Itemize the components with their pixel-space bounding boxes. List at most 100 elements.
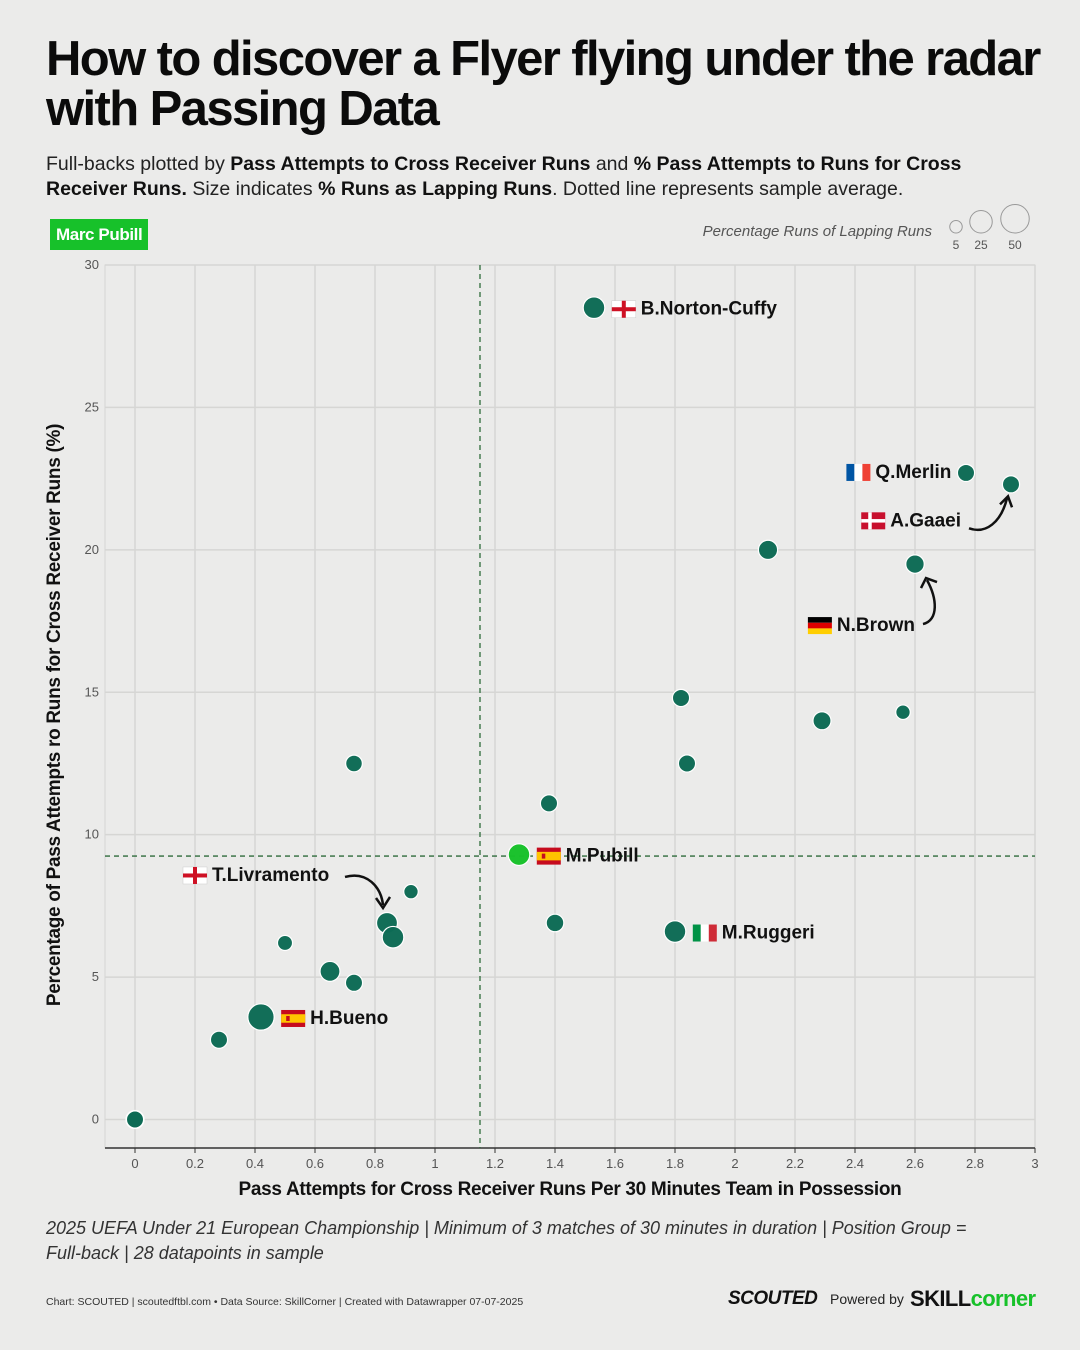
y-tick-label: 0 xyxy=(92,1112,99,1127)
subtitle-bold: % Runs as Lapping Runs xyxy=(318,178,553,200)
highlight-point xyxy=(507,843,531,867)
data-point xyxy=(381,925,405,949)
data-point xyxy=(757,539,779,561)
size-legend-label: 5 xyxy=(952,238,960,252)
source-credit: Chart: SCOUTED | scoutedftbl.com • Data … xyxy=(46,1296,524,1308)
axis-ticks: 0 0.2 0.4 0.6 0.8 1 1.2 1.4 1.6 1.8 2 2.2 2.4 2.6 2.8 3… xyxy=(85,257,1039,1171)
subtitle-part: and xyxy=(590,153,634,175)
y-tick-label: 20 xyxy=(85,542,99,557)
data-point xyxy=(276,934,294,952)
callout-arrow xyxy=(922,579,936,626)
player-label: T.Livramento xyxy=(212,865,329,886)
size-legend-circle xyxy=(949,220,963,234)
y-tick-label: 30 xyxy=(85,257,99,272)
callout-arrowhead xyxy=(999,494,1014,508)
plot-frame xyxy=(104,264,1036,1149)
data-point xyxy=(247,1003,275,1031)
callout-arrow xyxy=(968,498,1009,531)
x-tick-label: 0.2 xyxy=(186,1156,204,1171)
player-label: N.Brown xyxy=(837,615,915,636)
scouted-logo: SCOUTED xyxy=(728,1288,818,1309)
data-point xyxy=(319,960,341,982)
player-label: H.Bueno xyxy=(310,1008,388,1029)
chart-title: How to discover a Flyer flying under the… xyxy=(46,32,1041,136)
size-legend-title: Percentage Runs of Lapping Runs xyxy=(702,223,932,240)
x-tick-label: 0.4 xyxy=(246,1156,264,1171)
data-point xyxy=(663,920,687,943)
chart-subtitle: Full-backs plotted by Pass Attempts to C… xyxy=(46,152,1046,202)
x-tick-label: 2 xyxy=(731,1156,738,1171)
x-tick-label: 1.2 xyxy=(486,1156,504,1171)
player-label: B.Norton-Cuffy xyxy=(641,299,778,320)
data-points xyxy=(125,296,1021,1130)
chart-notes: 2025 UEFA Under 21 European Championship… xyxy=(46,1218,967,1263)
x-tick-label: 1.8 xyxy=(666,1156,684,1171)
player-label: A.Gaaei xyxy=(890,510,961,531)
data-point xyxy=(1001,475,1021,494)
y-tick-label: 15 xyxy=(85,684,99,699)
x-tick-label: 3 xyxy=(1031,1156,1038,1171)
flag-eng-icon xyxy=(611,300,637,318)
flag-esp-icon xyxy=(536,847,561,865)
data-point xyxy=(344,973,364,992)
x-tick-label: 0 xyxy=(131,1156,138,1171)
x-tick-label: 0.6 xyxy=(306,1156,324,1171)
data-point xyxy=(895,704,911,721)
x-axis-label: Pass Attempts for Cross Receiver Runs Pe… xyxy=(238,1179,902,1200)
skillcorner-logo: SKILLcorner xyxy=(910,1286,1036,1312)
callout-arrow xyxy=(344,874,385,906)
x-tick-label: 2.8 xyxy=(966,1156,984,1171)
player-label: M.Ruggeri xyxy=(722,923,815,944)
y-tick-label: 10 xyxy=(85,827,99,842)
x-tick-label: 2.2 xyxy=(786,1156,804,1171)
data-point xyxy=(582,296,606,320)
powered-by-text: Powered by xyxy=(830,1291,904,1307)
size-legend xyxy=(949,203,1030,234)
data-point xyxy=(125,1110,145,1129)
player-label: M.Pubill xyxy=(566,846,639,867)
data-point xyxy=(545,913,565,933)
flag-ita-icon xyxy=(692,924,717,942)
data-point xyxy=(345,754,363,773)
size-legend-circle xyxy=(969,210,993,234)
skillcorner-logo-b: corner xyxy=(970,1286,1036,1311)
subtitle-part: . Dotted line represents sample average. xyxy=(552,178,904,200)
flag-eng-icon xyxy=(182,866,208,885)
flag-ger-icon xyxy=(807,617,832,635)
data-point xyxy=(677,754,697,773)
size-legend-label: 25 xyxy=(974,238,988,252)
data-point xyxy=(539,794,559,813)
callout-arrowhead xyxy=(374,896,392,911)
flag-den-icon xyxy=(861,512,886,530)
y-axis-label: Percentage of Pass Attempts ro Runs for … xyxy=(44,423,65,1007)
x-tick-label: 2.6 xyxy=(906,1156,924,1171)
y-tick-label: 25 xyxy=(85,399,99,414)
grid xyxy=(104,264,1036,1149)
data-point xyxy=(209,1030,229,1049)
data-point xyxy=(956,463,976,483)
data-point xyxy=(671,688,691,708)
x-tick-label: 1.4 xyxy=(546,1156,564,1171)
subtitle-bold: % Pass Attempts to Runs for Cross Receiv… xyxy=(46,153,962,200)
size-legend-circle xyxy=(1000,203,1030,234)
y-tick-label: 5 xyxy=(92,969,99,984)
data-point xyxy=(812,711,832,731)
subtitle-part: Size indicates xyxy=(186,178,319,200)
average-lines xyxy=(105,265,1035,1148)
subtitle-part: Full-backs plotted by xyxy=(46,153,231,175)
x-tick-label: 2.4 xyxy=(846,1156,864,1171)
x-tick-label: 1.6 xyxy=(606,1156,624,1171)
skillcorner-logo-a: SKILL xyxy=(910,1286,971,1311)
x-tick-label: 0.8 xyxy=(366,1156,384,1171)
subtitle-bold: Pass Attempts to Cross Receiver Runs xyxy=(230,153,591,175)
callout-arrowhead xyxy=(919,576,938,589)
data-point xyxy=(905,554,925,574)
flag-esp-icon xyxy=(281,1009,306,1027)
highlight-player-badge: Marc Pubill xyxy=(50,219,149,250)
point-labels: B.Norton-Cuffy Q.Merlin M.Pubill M.Ruggeri H… xyxy=(182,299,1014,1029)
data-point xyxy=(403,883,419,900)
player-label: Q.Merlin xyxy=(875,462,951,483)
size-legend-label: 50 xyxy=(1008,238,1022,252)
x-tick-label: 1 xyxy=(431,1156,438,1171)
